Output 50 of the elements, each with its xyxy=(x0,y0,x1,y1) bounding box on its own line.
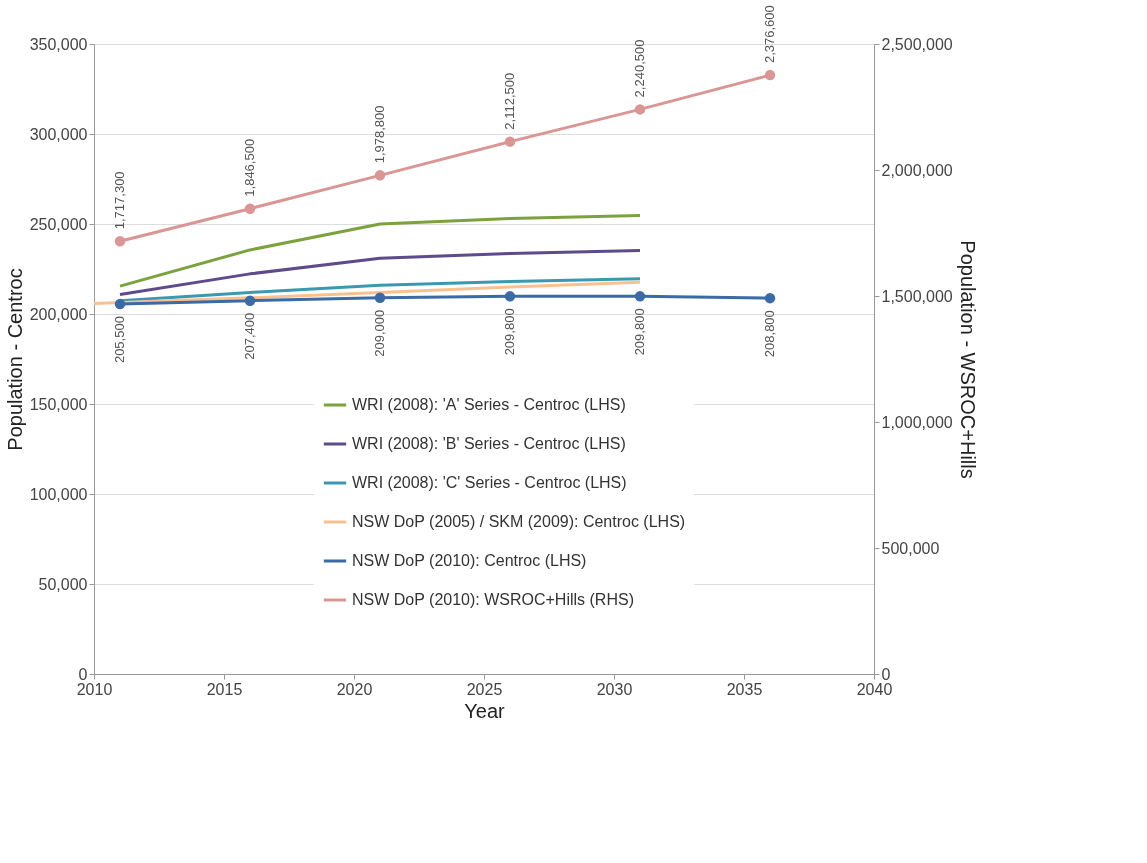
line-series xyxy=(92,280,642,306)
y-tick-label: 200,000 xyxy=(29,305,88,323)
legend-label: WRI (2008): 'A' Series - Centroc (LHS) xyxy=(352,396,626,413)
x-axis-title: Year xyxy=(464,699,506,722)
data-label: 209,800 xyxy=(502,308,517,356)
x-tick-label: 2025 xyxy=(466,680,503,698)
y-tick-label: 300,000 xyxy=(29,125,88,143)
data-label: 208,800 xyxy=(762,310,777,358)
legend-label: NSW DoP (2010): Centroc (LHS) xyxy=(352,552,587,569)
point xyxy=(244,203,256,214)
legend-label: NSW DoP (2010): WSROC+Hills (RHS) xyxy=(352,591,634,608)
data-label: 209,000 xyxy=(372,309,387,357)
data-label: 2,376,600 xyxy=(762,5,777,64)
y-axis-title: Population - Centroc xyxy=(3,268,26,451)
point xyxy=(634,104,646,115)
legend-label: WRI (2008): 'B' Series - Centroc (LHS) xyxy=(352,435,626,452)
y-tick-label: 250,000 xyxy=(29,215,88,233)
x-tick-label: 2040 xyxy=(856,680,893,698)
data-label: 205,500 xyxy=(112,316,127,364)
x-tick-label: 2010 xyxy=(76,680,113,698)
data-label: 209,800 xyxy=(632,308,647,356)
y-tick-label: 350,000 xyxy=(29,35,88,53)
y-tick-label: 150,000 xyxy=(29,395,88,413)
y2-tick-label: 0 xyxy=(881,665,891,683)
data-label: 1,717,300 xyxy=(112,171,127,230)
data-label: 1,978,800 xyxy=(372,105,387,164)
data-label: 207,400 xyxy=(242,312,257,360)
line-series xyxy=(118,248,642,297)
point xyxy=(374,170,386,181)
data-label: 2,240,500 xyxy=(632,39,647,98)
y2-tick-label: 1,500,000 xyxy=(881,287,953,305)
y2-tick-label: 500,000 xyxy=(881,539,940,557)
y-tick-label: 50,000 xyxy=(38,575,88,593)
y-tick-label: 100,000 xyxy=(29,485,88,503)
x-tick-label: 2020 xyxy=(336,680,373,698)
y-tick-label: 0 xyxy=(78,665,88,683)
point xyxy=(504,136,516,147)
y2-tick-label: 1,000,000 xyxy=(881,413,953,431)
data-label: 2,112,500 xyxy=(502,72,517,130)
legend-label: NSW DoP (2005) / SKM (2009): Centroc (LHS) xyxy=(352,513,686,530)
y2-tick-label: 2,500,000 xyxy=(881,35,953,53)
y2-tick-label: 2,000,000 xyxy=(881,161,953,179)
legend-label: WRI (2008): 'C' Series - Centroc (LHS) xyxy=(352,474,627,491)
x-tick-label: 2030 xyxy=(596,680,633,698)
x-tick-label: 2015 xyxy=(206,680,243,698)
point xyxy=(114,236,126,247)
y2-axis-title: Population - WSROC+Hills xyxy=(956,240,979,479)
x-tick-label: 2035 xyxy=(726,680,763,698)
data-label: 1,846,500 xyxy=(242,138,257,197)
point xyxy=(764,69,776,81)
